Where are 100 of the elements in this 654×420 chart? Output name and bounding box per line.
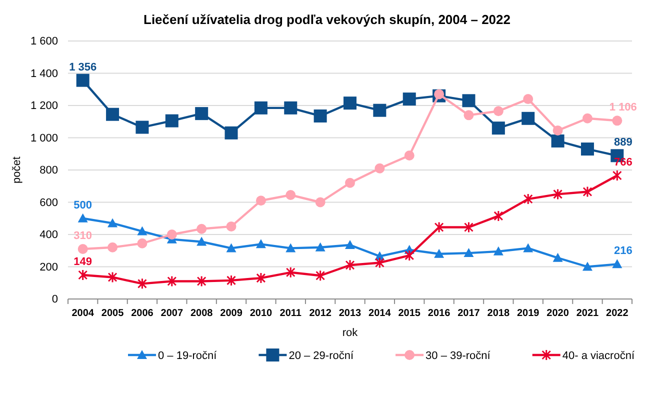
x-tick-label: 2012 xyxy=(309,308,332,320)
point xyxy=(108,218,118,228)
point xyxy=(226,274,236,286)
point xyxy=(522,112,535,125)
data-label: 1 356 xyxy=(69,61,97,74)
point xyxy=(493,106,504,116)
point xyxy=(553,188,563,200)
point xyxy=(493,246,504,256)
point xyxy=(137,278,147,290)
point xyxy=(315,242,326,252)
x-tick-label: 2005 xyxy=(101,308,124,320)
y-tick-label: 1 400 xyxy=(30,68,58,80)
point xyxy=(136,120,149,134)
point xyxy=(464,221,474,233)
point xyxy=(612,170,622,182)
point xyxy=(523,193,533,205)
point xyxy=(256,239,266,248)
point xyxy=(402,92,416,106)
data-label: 310 xyxy=(74,230,92,242)
point xyxy=(462,94,476,108)
data-label: 766 xyxy=(614,156,632,168)
x-tick-label: 2016 xyxy=(428,308,451,320)
point xyxy=(196,224,207,234)
point xyxy=(373,104,386,117)
point xyxy=(224,126,238,140)
x-tick-label: 2013 xyxy=(338,308,362,320)
point xyxy=(523,94,534,104)
point xyxy=(137,226,148,236)
point xyxy=(195,107,208,120)
point xyxy=(434,221,444,233)
point xyxy=(256,272,266,284)
x-tick-label: 2011 xyxy=(280,308,302,320)
x-tick-label: 2017 xyxy=(458,308,480,320)
point xyxy=(551,134,564,148)
y-tick-label: 600 xyxy=(40,196,58,209)
point xyxy=(165,114,178,128)
point xyxy=(582,262,592,271)
x-tick-label: 2009 xyxy=(220,308,243,320)
y-tick-label: 1 200 xyxy=(30,100,58,112)
point xyxy=(226,221,236,232)
point xyxy=(108,271,118,283)
point xyxy=(404,250,414,262)
y-tick-label: 1 000 xyxy=(30,132,58,144)
x-tick-label: 2010 xyxy=(250,308,273,320)
point xyxy=(76,74,90,87)
data-label: 889 xyxy=(614,136,632,149)
point xyxy=(494,210,504,222)
point xyxy=(434,248,444,258)
point xyxy=(464,110,474,120)
point xyxy=(78,213,88,222)
point xyxy=(137,238,148,248)
point xyxy=(106,108,120,121)
point xyxy=(344,96,356,110)
data-label: 1 106 xyxy=(609,102,637,114)
point xyxy=(492,122,505,135)
point xyxy=(345,178,355,188)
legend-label: 30 – 39-roční xyxy=(426,350,492,362)
point xyxy=(374,256,384,268)
point xyxy=(284,101,298,114)
x-tick-label: 2006 xyxy=(131,308,154,320)
y-axis-title: počet xyxy=(11,156,23,184)
point xyxy=(286,190,296,200)
point xyxy=(552,252,563,262)
data-label: 216 xyxy=(614,245,632,258)
x-tick-label: 2004 xyxy=(72,308,94,320)
point xyxy=(582,186,592,198)
legend-label: 40- a viacroční xyxy=(562,350,636,362)
data-label: 500 xyxy=(74,199,92,212)
point xyxy=(78,269,88,281)
y-tick-label: 1 600 xyxy=(30,36,58,48)
legend-label: 0 – 19-roční xyxy=(158,350,218,362)
y-tick-label: 200 xyxy=(40,261,58,274)
point xyxy=(254,101,268,114)
point xyxy=(552,125,563,136)
point xyxy=(166,230,177,240)
point xyxy=(464,248,474,258)
point xyxy=(196,276,206,288)
x-tick-label: 2019 xyxy=(516,308,540,320)
x-tick-label: 2008 xyxy=(190,308,214,320)
point xyxy=(78,244,88,254)
point xyxy=(345,259,355,271)
point xyxy=(316,270,326,282)
x-tick-label: 2021 xyxy=(576,308,600,320)
data-label: 149 xyxy=(74,256,92,268)
point xyxy=(315,197,326,208)
y-tick-label: 400 xyxy=(40,229,58,242)
x-tick-label: 2015 xyxy=(398,308,421,320)
x-tick-label: 2022 xyxy=(606,308,629,320)
point xyxy=(196,236,207,246)
point xyxy=(226,243,236,252)
y-tick-label: 800 xyxy=(40,164,58,177)
x-axis-title: rok xyxy=(342,327,358,339)
x-tick-label: 2007 xyxy=(160,308,184,320)
point xyxy=(582,113,592,124)
legend-label: 20 – 29-roční xyxy=(288,350,354,362)
point xyxy=(256,196,266,206)
point xyxy=(580,142,594,156)
point xyxy=(523,243,534,252)
point xyxy=(286,266,296,278)
x-tick-label: 2018 xyxy=(487,308,510,320)
